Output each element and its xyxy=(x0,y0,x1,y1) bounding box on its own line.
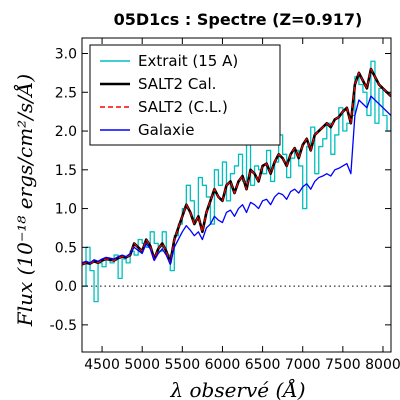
x-tick-label: 7000 xyxy=(285,357,321,373)
x-axis-label: λ observé (Å) xyxy=(169,377,305,400)
y-axis-label: Flux (10⁻¹⁸ ergs/cm²/s/Å) xyxy=(12,74,37,327)
y-tick-label: 0.5 xyxy=(55,240,77,256)
chart-title: 05D1cs : Spectre (Z=0.917) xyxy=(114,10,363,29)
x-tick-label: 4500 xyxy=(84,357,120,373)
y-tick-label: 1.0 xyxy=(55,202,77,218)
x-tick-label: 5500 xyxy=(165,357,201,373)
series-line-3 xyxy=(82,68,391,265)
legend-label-3: SALT2 (C.L.) xyxy=(138,98,228,116)
x-tick-label: 6500 xyxy=(245,357,281,373)
series-group xyxy=(82,60,391,303)
series-line-4 xyxy=(82,95,391,266)
y-tick-label: 0.0 xyxy=(55,279,77,295)
x-tick-label: 7500 xyxy=(325,357,361,373)
plot-area xyxy=(82,60,391,303)
legend-label-1: Extrait (15 A) xyxy=(138,52,238,70)
y-tick-label: 2.5 xyxy=(55,85,77,101)
x-tick-label: 8000 xyxy=(365,357,400,373)
legend-label-2: SALT2 Cal. xyxy=(138,75,216,93)
y-tick-label: 1.5 xyxy=(55,163,77,179)
legend: Extrait (15 A) SALT2 Cal. SALT2 (C.L.) Gala… xyxy=(89,44,281,146)
plot-frame xyxy=(81,37,392,353)
y-tick-label: -0.5 xyxy=(50,318,77,334)
legend-label-4: Galaxie xyxy=(138,121,194,139)
x-tick-label: 5000 xyxy=(124,357,160,373)
y-tick-label: 2.0 xyxy=(55,124,77,140)
axes: 4500 5000 5500 6000 6500 7000 7500 8000 -0.5 0.0 0… xyxy=(50,37,400,373)
x-tick-label: 6000 xyxy=(205,357,241,373)
series-line-1 xyxy=(82,60,391,303)
y-tick-label: 3.0 xyxy=(55,47,77,63)
